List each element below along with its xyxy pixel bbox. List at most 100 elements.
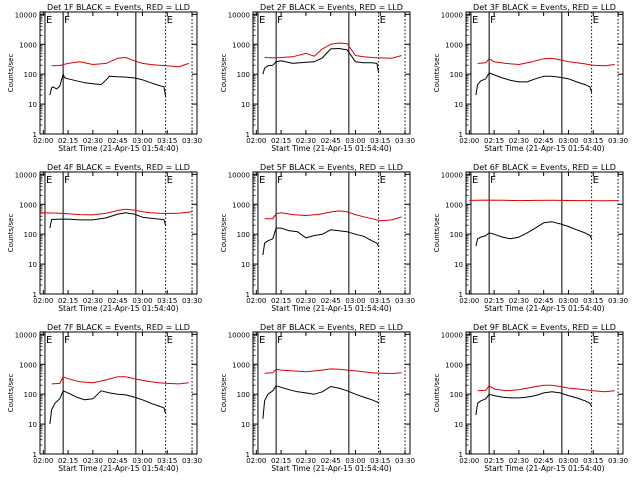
series-line-events — [262, 385, 379, 419]
x-tick-label: 03:00 — [345, 297, 365, 305]
marker-label: E — [380, 335, 386, 346]
x-tick-label: 02:45 — [321, 297, 341, 305]
x-tick-label: 02:45 — [321, 137, 341, 145]
marker-label: F — [64, 175, 70, 186]
series-line-events — [49, 390, 167, 425]
marker-label: E — [593, 335, 599, 346]
y-tick-label: 10000 — [228, 331, 250, 339]
marker-label: E — [46, 15, 52, 26]
y-tick-label: 100 — [450, 391, 463, 399]
x-tick-label: 03:15 — [157, 137, 177, 145]
chart-title: Det 4F BLACK = Events, RED = LLD — [47, 163, 190, 172]
x-tick-label: 02:30 — [83, 457, 103, 465]
x-axis-label: Start Time (21-Apr-15 01:54:40) — [58, 464, 178, 473]
y-tick-label: 1000 — [19, 361, 37, 369]
chart-panel-1: Det 1F BLACK = Events, RED = LLD 1 10 100 10… — [7, 3, 202, 153]
marker-label: F — [64, 15, 70, 26]
marker-label: F — [277, 15, 283, 26]
y-tick-label: 100 — [24, 391, 37, 399]
x-tick-label: 03:30 — [608, 297, 628, 305]
x-axis-label: Start Time (21-Apr-15 01:54:40) — [484, 304, 604, 313]
x-tick-label: 03:30 — [182, 297, 202, 305]
plot-frame — [252, 171, 411, 295]
x-axis-label: Start Time (21-Apr-15 01:54:40) — [271, 464, 391, 473]
y-axis-label: Counts/sec — [7, 374, 15, 413]
series-line-lld — [51, 376, 189, 385]
x-tick-label: 03:15 — [370, 457, 390, 465]
x-tick-label: 02:15 — [484, 137, 504, 145]
y-tick-label: 10000 — [441, 171, 463, 179]
y-tick-label: 10 — [28, 421, 37, 429]
x-tick-label: 02:15 — [484, 457, 504, 465]
x-axis-label: Start Time (21-Apr-15 01:54:40) — [271, 304, 391, 313]
series-line-events — [475, 72, 593, 96]
x-tick-label: 02:00 — [459, 137, 479, 145]
x-tick-label: 02:00 — [33, 137, 53, 145]
x-tick-label: 02:15 — [484, 297, 504, 305]
y-tick-label: 1 — [33, 131, 37, 139]
y-tick-label: 100 — [450, 71, 463, 79]
y-axis-label: Counts/sec — [7, 54, 15, 93]
y-tick-label: 1000 — [232, 361, 250, 369]
x-tick-label: 02:45 — [108, 137, 128, 145]
series-line-lld — [51, 57, 189, 68]
marker-label: E — [259, 15, 265, 26]
chart-panel-6: Det 6F BLACK = Events, RED = LLD 1 10 100 10… — [433, 163, 628, 313]
y-tick-label: 10 — [28, 261, 37, 269]
y-tick-label: 10 — [454, 101, 463, 109]
marker-label: E — [167, 335, 173, 346]
y-tick-label: 1000 — [445, 201, 463, 209]
chart-panel-4: Det 4F BLACK = Events, RED = LLD 1 10 100 10… — [7, 163, 202, 313]
y-tick-label: 10 — [241, 421, 250, 429]
plot-frame — [39, 331, 198, 455]
series-line-events — [49, 73, 167, 97]
y-tick-label: 10000 — [15, 171, 37, 179]
x-tick-label: 03:15 — [583, 457, 603, 465]
y-tick-label: 1 — [459, 131, 463, 139]
x-tick-label: 03:00 — [132, 137, 152, 145]
marker-label: E — [472, 335, 478, 346]
series-line-lld — [264, 368, 402, 374]
x-tick-label: 03:15 — [583, 137, 603, 145]
y-tick-label: 100 — [450, 231, 463, 239]
x-tick-label: 03:00 — [132, 457, 152, 465]
x-tick-label: 02:00 — [33, 457, 53, 465]
chart-panel-8: Det 8F BLACK = Events, RED = LLD 1 10 100 10… — [220, 323, 415, 473]
marker-label: E — [472, 175, 478, 186]
y-tick-label: 1000 — [19, 201, 37, 209]
x-tick-label: 02:45 — [534, 137, 554, 145]
y-tick-label: 10000 — [228, 171, 250, 179]
x-tick-label: 02:00 — [246, 137, 266, 145]
chart-title: Det 8F BLACK = Events, RED = LLD — [260, 323, 403, 332]
x-tick-label: 02:00 — [246, 457, 266, 465]
chart-title: Det 1F BLACK = Events, RED = LLD — [47, 3, 190, 12]
chart-title: Det 9F BLACK = Events, RED = LLD — [473, 323, 616, 332]
marker-label: E — [380, 15, 386, 26]
y-tick-label: 100 — [24, 231, 37, 239]
chart-panel-5: Det 5F BLACK = Events, RED = LLD 1 10 100 10… — [220, 163, 415, 313]
marker-label: E — [167, 175, 173, 186]
y-axis-label: Counts/sec — [433, 54, 441, 93]
x-tick-label: 03:30 — [395, 137, 415, 145]
plot-frame — [465, 11, 624, 135]
series-line-events — [262, 48, 380, 75]
x-tick-label: 02:30 — [509, 137, 529, 145]
chart-title: Det 6F BLACK = Events, RED = LLD — [473, 163, 616, 172]
y-tick-label: 1 — [33, 451, 37, 459]
x-axis-label: Start Time (21-Apr-15 01:54:40) — [484, 144, 604, 153]
chart-panel-3: Det 3F BLACK = Events, RED = LLD 1 10 100 10… — [433, 3, 628, 153]
series-line-lld — [469, 199, 619, 202]
marker-label: E — [167, 15, 173, 26]
y-axis-label: Counts/sec — [7, 214, 15, 253]
marker-label: F — [490, 175, 496, 186]
y-tick-label: 10 — [241, 261, 250, 269]
chart-title: Det 5F BLACK = Events, RED = LLD — [260, 163, 403, 172]
x-axis-label: Start Time (21-Apr-15 01:54:40) — [484, 464, 604, 473]
marker-label: E — [259, 335, 265, 346]
marker-label: E — [380, 175, 386, 186]
x-tick-label: 03:00 — [345, 457, 365, 465]
y-tick-label: 10000 — [15, 11, 37, 19]
x-tick-label: 02:45 — [108, 297, 128, 305]
x-tick-label: 02:00 — [33, 297, 53, 305]
